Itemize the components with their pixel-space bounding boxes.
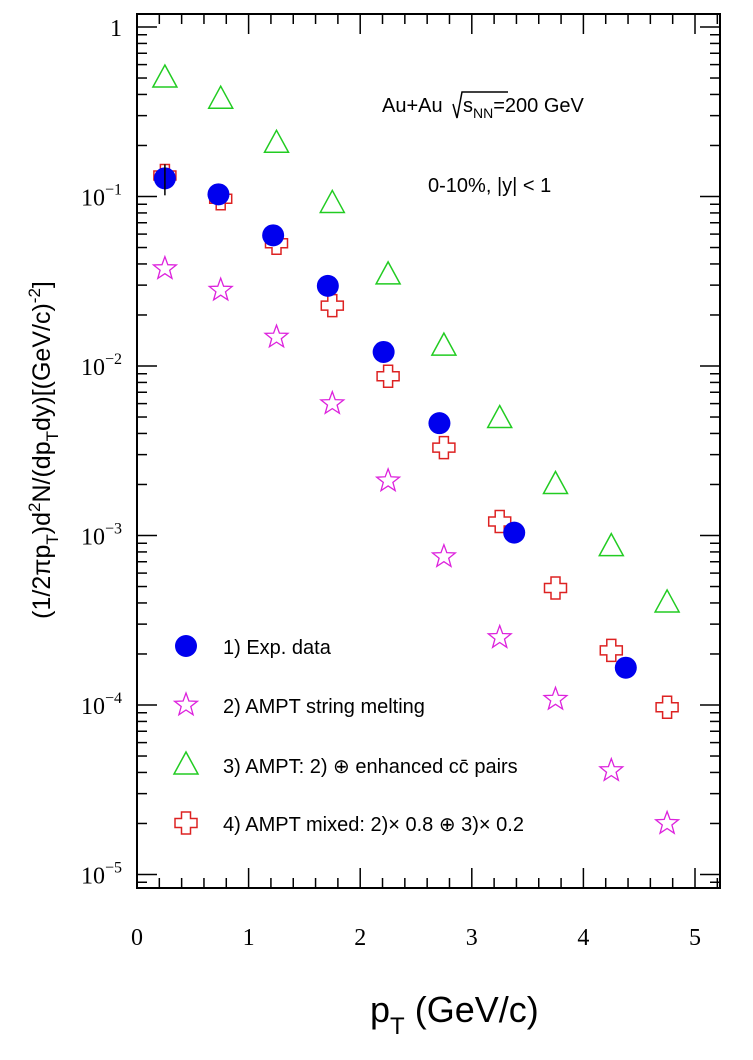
data-point-open-cross: [432, 435, 456, 460]
data-point-open-triangle: [374, 260, 402, 285]
data-point-open-star: [374, 467, 402, 493]
data-point-open-star: [653, 809, 681, 835]
legend-item: 3) AMPT: 2) ⊕ enhanced cc̄ pairs: [172, 750, 518, 778]
sqrt-icon: [452, 91, 508, 119]
x-tick-label: 4: [577, 925, 589, 951]
y-tick-label: 10−3: [81, 521, 122, 551]
svg-text:sNN=200 GeV: sNN=200 GeV: [463, 95, 585, 121]
y-tick-label: 10−4: [81, 690, 122, 720]
annotation-centrality: 0-10%, |y| < 1: [428, 175, 551, 197]
data-point-open-star: [151, 254, 179, 280]
data-point-open-triangle: [319, 188, 346, 214]
data-point-open-star: [542, 685, 569, 711]
annotation-system: Au+Au sNN=200 GeV: [382, 91, 585, 121]
legend-label: 1) Exp. data: [223, 637, 332, 659]
y-tick-label: 10−5: [81, 860, 122, 890]
data-point-open-triangle: [263, 128, 290, 154]
data-point-open-triangle: [598, 532, 625, 557]
x-tick-label: 1: [243, 925, 255, 951]
x-tick-label: 3: [466, 925, 478, 951]
data-point-open-triangle: [430, 331, 458, 356]
data-point-open-triangle: [486, 403, 513, 429]
x-tick-label: 5: [689, 925, 701, 951]
legend-label: 2) AMPT string melting: [223, 696, 425, 718]
data-point-open-triangle: [207, 84, 234, 109]
legend-item: 2) AMPT string melting: [172, 691, 425, 718]
legend-item: 4) AMPT mixed: 2)× 0.8 ⊕ 3)× 0.2: [174, 811, 524, 836]
data-point-filled-circle: [207, 183, 230, 206]
legend-item: 1) Exp. data: [175, 635, 332, 659]
data-point-open-cross: [320, 293, 345, 318]
x-tick-label: 2: [354, 925, 366, 951]
y-tick-label: 1: [110, 16, 122, 42]
data-point-filled-circle: [262, 224, 285, 247]
y-tick-label: 10−1: [81, 182, 122, 212]
data-point-filled-circle: [614, 656, 637, 679]
data-point-open-star: [598, 756, 625, 782]
y-axis-label: (1/2πpT)d2N/(dpTdy)[(GeV/c)-2]: [25, 281, 62, 619]
data-point-open-triangle: [151, 63, 179, 88]
data-point-filled-circle: [503, 521, 526, 544]
legend-label: 3) AMPT: 2) ⊕ enhanced cc̄ pairs: [223, 756, 518, 778]
legend-label: 4) AMPT mixed: 2)× 0.8 ⊕ 3)× 0.2: [223, 814, 524, 836]
data-point-open-triangle: [542, 469, 569, 495]
plot-frame: [136, 13, 721, 889]
data-point-open-cross: [376, 364, 400, 389]
svg-text:Au+Au: Au+Au: [382, 95, 443, 117]
legend-marker: [172, 750, 200, 775]
data-point-filled-circle: [428, 412, 451, 435]
data-point-open-star: [486, 623, 513, 649]
data-point-filled-circle: [372, 340, 395, 363]
data-point-open-cross: [655, 695, 679, 719]
data-point-open-triangle: [653, 588, 681, 613]
data-point-open-cross: [543, 576, 568, 600]
data-point-open-star: [207, 276, 234, 302]
data-point-open-star: [430, 542, 458, 568]
data-point-open-star: [263, 323, 290, 349]
data-point-open-cross: [599, 638, 624, 663]
legend-marker: [174, 811, 198, 835]
legend-marker: [172, 691, 200, 717]
data-point-open-star: [319, 389, 346, 415]
data-point-filled-circle: [316, 274, 339, 297]
y-tick-label: 10−2: [81, 351, 122, 381]
legend-marker: [175, 635, 197, 657]
x-axis-label: pT (GeV/c): [370, 989, 539, 1040]
x-tick-label: 0: [131, 925, 143, 951]
